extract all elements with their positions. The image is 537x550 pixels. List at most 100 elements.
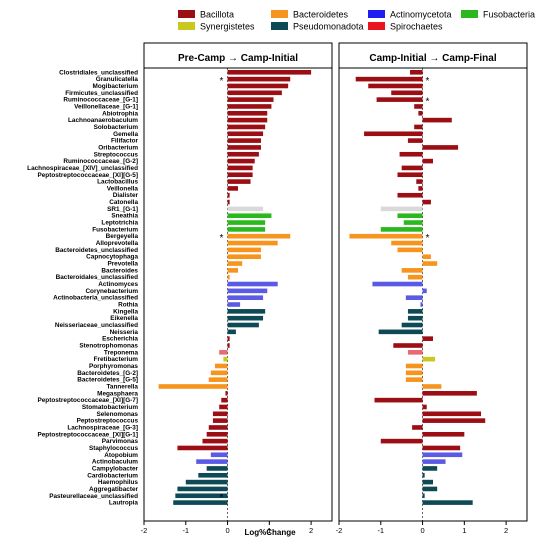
bar — [378, 329, 423, 335]
panel-frame — [338, 42, 528, 522]
bar — [422, 117, 452, 123]
category-label: Ruminococcaceae_[G-2] — [63, 158, 138, 165]
category-label: Peptostreptococcaceae_[XI][G-7] — [37, 397, 138, 404]
bar — [227, 145, 261, 150]
significance-star: * — [426, 96, 430, 107]
bar — [376, 97, 423, 102]
bar — [405, 363, 423, 369]
bar — [422, 199, 431, 205]
legend-label: Actinomycetota — [390, 10, 452, 20]
x-tick-label: -2 — [141, 526, 148, 535]
category-label: Granulicatella — [96, 76, 139, 83]
bar — [405, 377, 423, 382]
bar — [422, 459, 446, 464]
bar — [414, 124, 423, 130]
bar — [227, 220, 266, 225]
bar — [177, 486, 228, 492]
bar — [422, 288, 427, 294]
x-tick-label: -1 — [182, 526, 189, 535]
bar — [219, 404, 228, 410]
bar — [380, 438, 423, 444]
category-label: Aggregatibacter — [89, 486, 139, 493]
panel-title: Pre-Camp → Camp-Initial — [178, 53, 298, 64]
category-label: Ruminococcaceae_[G-1] — [63, 97, 138, 104]
category-label: Selenomonas — [96, 411, 138, 418]
legend-label: Synergistetes — [200, 22, 255, 32]
category-label: Peptostreptococcaceae_[XI][G-1] — [37, 431, 138, 438]
category-label: Lachnospiraceae_[XIV]_unclassified — [27, 165, 138, 172]
bar — [405, 370, 423, 376]
bar — [227, 213, 272, 219]
category-label: Corynebacterium — [85, 288, 138, 295]
legend-swatch — [271, 22, 288, 30]
category-label: Solobacterium — [94, 124, 139, 131]
legend-label: Fusobacteria — [483, 10, 535, 20]
category-label: Lachnoanaerobaculum — [68, 117, 138, 124]
x-tick-label: 2 — [504, 526, 508, 535]
significance-star: * — [220, 493, 224, 504]
category-label: Rothia — [118, 302, 138, 309]
category-label: Sneathia — [111, 213, 138, 220]
category-label: Megasphaera — [97, 390, 138, 397]
category-label: Actinobacteria_unclassified — [53, 295, 138, 302]
category-label: Haemophilus — [98, 479, 139, 486]
bar — [422, 261, 438, 266]
bar — [401, 268, 423, 273]
bar — [380, 206, 423, 212]
bar — [407, 350, 423, 355]
category-label: Staphylococcus — [89, 445, 138, 452]
bar — [227, 261, 243, 266]
x-axis-label: Log%Change — [244, 528, 296, 537]
category-label: Streptococcus — [94, 151, 139, 158]
bar — [380, 227, 423, 232]
bar — [196, 459, 228, 464]
bar — [355, 76, 423, 82]
x-tick-label: 1 — [267, 526, 271, 535]
bar — [422, 493, 425, 499]
bar — [418, 110, 423, 116]
significance-star: * — [426, 76, 430, 87]
x-tick-label: -1 — [377, 526, 384, 535]
category-label: Treponema — [104, 349, 139, 356]
category-label: Neisseria — [110, 329, 139, 336]
bar — [227, 302, 241, 307]
bar — [422, 336, 433, 341]
bar — [225, 391, 228, 396]
bar — [412, 425, 423, 430]
bar — [227, 315, 264, 321]
significance-star: * — [220, 233, 224, 244]
bar — [227, 97, 274, 102]
category-label: Cardiobacterium — [87, 472, 138, 479]
bar — [227, 336, 230, 341]
bar — [391, 90, 423, 96]
bar — [215, 363, 228, 369]
bar — [414, 104, 423, 109]
bar — [227, 227, 266, 232]
bar — [227, 138, 261, 143]
legend: Bacillota Bacteroidetes Actinomycetota Syne… — [178, 10, 535, 32]
bar — [422, 452, 463, 458]
bar — [407, 309, 423, 314]
bar — [397, 172, 423, 178]
bar — [410, 70, 423, 75]
bar — [227, 233, 291, 239]
bar — [227, 281, 278, 287]
bar — [399, 151, 423, 157]
bar — [416, 179, 423, 184]
legend-swatch — [368, 10, 385, 18]
bar — [422, 404, 427, 410]
category-label: Peptostreptococcaceae_[XI][G-5] — [37, 172, 138, 179]
x-tick-label: 0 — [225, 526, 229, 535]
bar — [210, 452, 228, 458]
bar — [206, 466, 228, 471]
category-label: Bacteroidetes_[G-5] — [77, 377, 138, 384]
category-label: Pasteurellaceae_unclassified — [49, 493, 138, 500]
bar — [422, 500, 473, 505]
bar — [227, 131, 264, 137]
bar — [227, 199, 230, 205]
category-label: Kingella — [113, 308, 138, 315]
category-label: Veillonella — [107, 185, 139, 192]
bar — [422, 391, 477, 396]
significance-star: * — [220, 76, 224, 87]
legend-swatch — [461, 10, 478, 18]
